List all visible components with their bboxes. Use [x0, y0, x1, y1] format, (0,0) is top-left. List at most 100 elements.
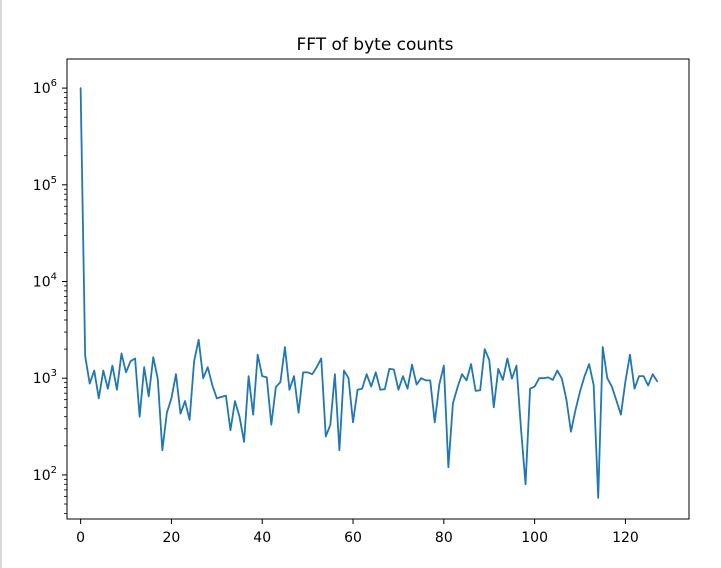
data-point [575, 409, 577, 411]
y-tick-label: 106 [33, 78, 57, 97]
chart-title: FFT of byte counts [296, 35, 453, 55]
data-point [375, 372, 377, 374]
y-tick-label-base: 10 [33, 468, 51, 484]
data-point [547, 377, 549, 379]
data-point [384, 388, 386, 390]
data-point [93, 370, 95, 372]
data-point [634, 388, 636, 390]
data-point [325, 436, 327, 438]
data-point [389, 368, 391, 370]
data-point [202, 377, 204, 379]
data-point [511, 378, 513, 380]
data-point [457, 387, 459, 389]
y-tick-label: 103 [33, 368, 57, 387]
data-point [534, 386, 536, 388]
data-point [216, 397, 218, 399]
data-point [84, 355, 86, 357]
y-tick-label-exponent: 6 [51, 78, 57, 89]
data-point [89, 383, 91, 385]
data-point [252, 414, 254, 416]
y-tick-label-exponent: 4 [51, 272, 57, 283]
data-point [425, 380, 427, 382]
data-point [116, 389, 118, 391]
data-point [139, 416, 141, 418]
data-point [366, 373, 368, 375]
data-point [461, 373, 463, 375]
data-point [647, 385, 649, 387]
data-point [175, 373, 177, 375]
data-point [307, 372, 309, 374]
y-tick-label-base: 10 [33, 275, 51, 291]
data-point [125, 372, 127, 374]
y-tick-label: 104 [33, 272, 57, 291]
data-point [584, 375, 586, 377]
data-point [606, 377, 608, 379]
data-point [80, 87, 82, 89]
data-point [611, 386, 613, 388]
data-point [239, 416, 241, 418]
data-point [162, 449, 164, 451]
data-point [112, 365, 114, 367]
data-point [130, 360, 132, 362]
data-point [180, 413, 182, 415]
data-point [370, 386, 372, 388]
data-point [361, 388, 363, 390]
data-point [171, 397, 173, 399]
y-tick-label-exponent: 3 [51, 368, 57, 379]
data-point [443, 365, 445, 367]
data-point [398, 389, 400, 391]
data-point [493, 407, 495, 409]
data-point [475, 390, 477, 392]
data-point [234, 400, 236, 402]
data-point [597, 497, 599, 499]
data-point [343, 370, 345, 372]
data-point [143, 366, 145, 368]
data-point [516, 365, 518, 367]
data-point [561, 378, 563, 380]
data-point [134, 358, 136, 360]
data-point [438, 384, 440, 386]
data-point [643, 375, 645, 377]
fft-series-line [79, 87, 659, 499]
x-tick-label: 0 [76, 530, 85, 546]
data-point [466, 380, 468, 382]
data-point [498, 368, 500, 370]
data-point [434, 422, 436, 424]
data-point [293, 375, 295, 377]
data-point [334, 373, 336, 375]
data-point [529, 388, 531, 390]
data-point [520, 428, 522, 430]
data-point [189, 419, 191, 421]
data-point [507, 358, 509, 360]
x-tick-label: 80 [435, 530, 453, 546]
data-point [557, 370, 559, 372]
data-point [166, 412, 168, 414]
data-point [593, 384, 595, 386]
y-tick-label: 105 [33, 175, 57, 194]
data-point [502, 379, 504, 381]
window-edge [0, 0, 2, 568]
data-point [98, 397, 100, 399]
data-point [298, 412, 300, 414]
data-point [566, 399, 568, 401]
data-point [257, 354, 259, 356]
data-point [211, 384, 213, 386]
data-point [579, 391, 581, 393]
data-point [193, 360, 195, 362]
data-point [407, 388, 409, 390]
data-point [448, 466, 450, 468]
y-tick-label: 102 [33, 465, 57, 484]
data-point [525, 483, 527, 485]
data-point [184, 400, 186, 402]
data-point [379, 389, 381, 391]
data-point [652, 373, 654, 375]
data-point [320, 358, 322, 360]
data-point [152, 356, 154, 358]
data-point [420, 377, 422, 379]
data-point [107, 388, 109, 390]
data-point [411, 364, 413, 366]
data-point [243, 441, 245, 443]
data-point [148, 396, 150, 398]
data-point [616, 400, 618, 402]
